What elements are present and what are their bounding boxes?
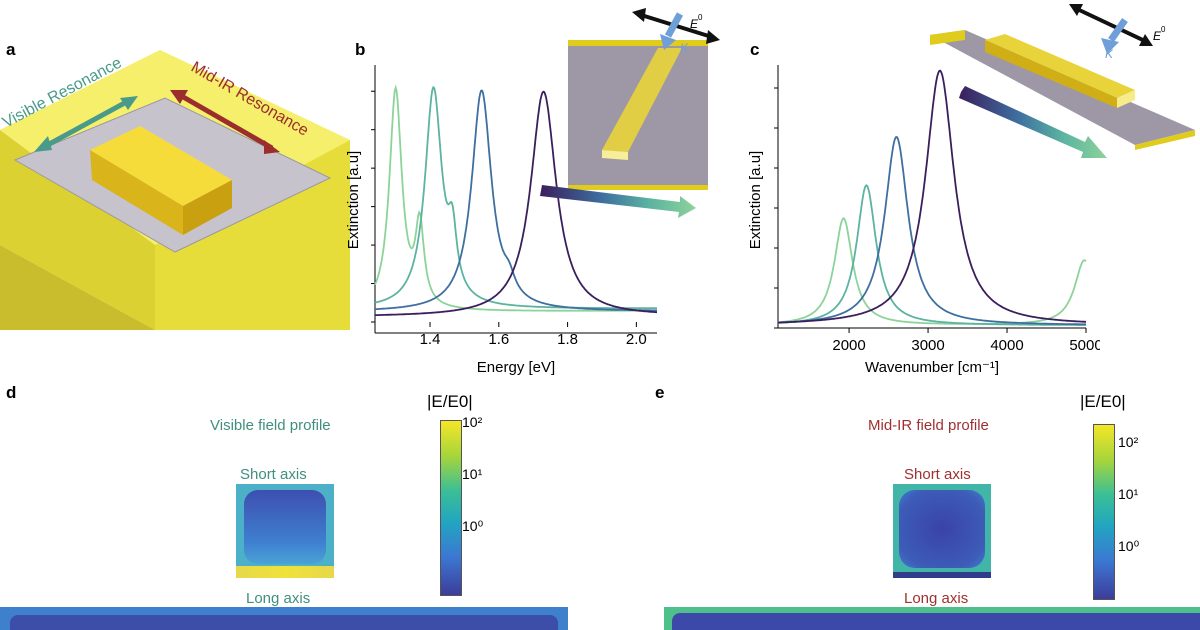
series-lines [374,84,657,316]
inset-edge-1 [930,30,965,45]
midir-arrow-head-right [264,140,280,154]
inset-plate [930,30,1195,145]
short-axis-label-d: Short axis [240,466,307,483]
series-line-3 [375,90,657,316]
long-axis-field-map-d [0,607,568,630]
x-ticks: 2000 3000 4000 5000 [832,328,1100,354]
rod-front [90,150,183,235]
x-ticks: 1.4 1.6 1.8 2.0 [420,322,647,348]
inset-top-edge [568,40,708,46]
gradient-arrow [959,86,1107,158]
inset-field-arrow [1074,6,1148,44]
colorbar-label-e: |E/E0| [1080,392,1126,411]
field-arrow-head-1 [632,8,646,22]
inset-c-illustration: E 0 K [930,4,1195,158]
y-axis-label: Extinction [a.u] [345,151,362,249]
colorbar-tick-e-0: 10⁰ [1118,538,1140,554]
visible-arrow-head-right [120,96,138,110]
visible-field-title: Visible field profile [210,417,331,434]
long-axis-label-e: Long axis [904,590,969,607]
inset-k-arrow [1108,17,1128,43]
x-tick-label: 1.4 [420,331,441,348]
midir-field-title: Mid-IR field profile [868,417,989,434]
x-tick-label: 2.0 [626,331,647,348]
colorbar-tick-d-1: 10¹ [462,466,483,482]
visible-arrow-head-left [34,136,52,152]
inset-bottom-edge [568,185,708,190]
y-ticks [774,87,778,329]
field-arrow-head-2 [1139,34,1153,46]
panel-c-letter: c [750,40,760,59]
colorbar-tick-d-0: 10⁰ [462,518,484,534]
series-line-1 [778,184,1086,326]
midir-arrow-line [176,91,274,151]
y-axis-label: Extinction [a.u] [747,151,764,249]
series-lines [777,69,1087,326]
field-arrow-head-1 [1069,4,1083,16]
x-tick-label: 5000 [1069,337,1100,354]
substrate-side [0,130,155,330]
panel-a-letter: a [6,40,16,59]
series-line-2 [778,135,1086,326]
field-label: E [1153,29,1162,43]
colorbar-label-d: |E/E0| [427,392,473,411]
field-sup: 0 [698,13,703,22]
panel-a-illustration: Visible Resonance Mid-IR Resonance [0,50,350,330]
x-tick-label: 1.8 [557,331,578,348]
colorbar-tick-e-1: 10¹ [1118,486,1139,502]
long-axis-label-d: Long axis [246,590,311,607]
inset-rod [602,48,682,152]
long-axis-field-map-e [664,607,1200,630]
inset-rod [985,34,1135,98]
gradient-arrow [540,185,696,218]
panel-e-letter: e [655,383,665,402]
visible-arrow-line [40,97,132,151]
x-tick-label: 3000 [911,337,944,354]
colorbar-d [440,420,462,596]
inset-rod-side [985,40,1117,108]
midir-arrow-head-left [170,90,188,104]
inset-edge-2 [1135,130,1195,150]
field-sup: 0 [1161,25,1166,34]
short-axis-label-e: Short axis [904,466,971,483]
chart-energy: 1.4 1.6 1.8 2.0 Energy [eV] Extinction [a.u… [345,65,657,376]
colorbar-e [1093,424,1115,600]
x-axis-label: Wavenumber [cm⁻¹] [865,359,999,376]
inset-b-illustration: E 0 K [540,8,720,218]
rod-top [90,126,232,206]
panel-b-letter: b [355,40,366,59]
k-arrow-head [1101,38,1119,54]
x-tick-label: 2000 [832,337,865,354]
x-tick-label: 4000 [990,337,1023,354]
k-label: K [1105,47,1114,61]
series-line-2 [374,89,657,312]
field-arrow-head-2 [706,30,720,44]
inset-rod-end [1117,90,1135,108]
series-line-0 [374,84,657,312]
panel-d-letter: d [6,383,17,402]
colorbar-tick-e-2: 10² [1118,434,1139,450]
short-axis-field-map-d [236,484,334,578]
chart-wavenumber: 2000 3000 4000 5000 Wavenumber [cm⁻¹] Extin… [747,65,1100,376]
series-line-0 [777,216,1087,325]
rod-end [183,180,232,235]
x-tick-label: 1.6 [488,331,509,348]
k-label: K [680,41,689,55]
k-arrow-head [660,34,676,50]
short-axis-field-map-e [893,484,991,578]
x-axis-label: Energy [eV] [477,359,555,376]
series-line-3 [778,69,1086,324]
colorbar-tick-d-2: 10² [462,414,483,430]
field-label: E [690,17,699,31]
y-ticks [371,90,375,323]
inset-k-arrow [664,12,684,38]
series-line-1 [374,85,657,310]
inset-rod-end [602,150,628,160]
